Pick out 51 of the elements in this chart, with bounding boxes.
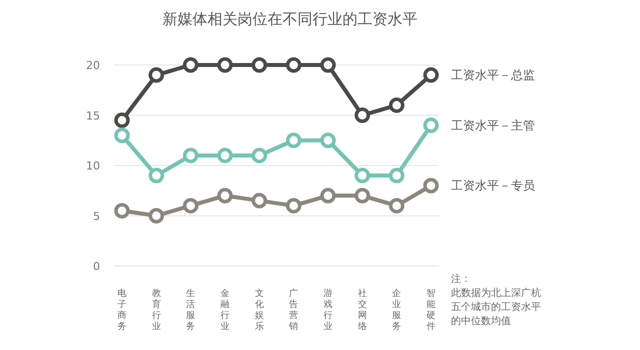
y-tick-label: 20 — [86, 59, 100, 72]
x-tick-label: 生活服务 — [186, 288, 196, 332]
point — [217, 188, 233, 204]
point — [354, 168, 370, 184]
point — [423, 118, 439, 134]
point — [423, 178, 439, 194]
x-tick-label: 教育行业 — [152, 288, 161, 332]
x-tick-label: 广告营销 — [288, 288, 298, 332]
point — [354, 108, 370, 123]
x-tick-label: 电子商务 — [118, 288, 126, 332]
point — [114, 112, 130, 128]
x-tick-label: 游戏行业 — [324, 288, 332, 332]
point — [388, 168, 404, 184]
point — [320, 188, 336, 204]
text: 此数据为北上深广杭五个城市的工资水平的中位数均值 — [451, 287, 541, 327]
x-tick-label: 文化娱乐 — [254, 288, 264, 332]
point — [388, 97, 404, 113]
point — [286, 57, 302, 73]
point — [217, 57, 233, 73]
x-tick-label: 社交网络 — [358, 288, 367, 332]
x-tick-label: 金融行业 — [220, 288, 230, 332]
point — [182, 57, 198, 73]
point — [148, 67, 164, 83]
series-label: 工资水平－主管 — [451, 118, 535, 132]
point — [423, 67, 439, 83]
point — [388, 198, 404, 214]
point — [182, 148, 198, 164]
point — [148, 208, 164, 224]
x-tick-label: 智能硬件 — [426, 288, 436, 332]
point — [286, 132, 302, 148]
point — [114, 202, 130, 218]
y-tick-label: 5 — [93, 210, 100, 223]
y-tick-label: 0 — [93, 260, 100, 273]
y-tick-label: 15 — [86, 109, 100, 122]
x-tick-label: 企业服务 — [392, 288, 402, 332]
point — [182, 198, 198, 214]
y-tick-label: 10 — [86, 160, 100, 172]
text: 注： — [451, 273, 471, 285]
point — [354, 188, 370, 204]
point — [148, 168, 164, 184]
series-label: 工资水平－总监 — [451, 68, 535, 82]
point — [217, 148, 233, 164]
point — [252, 192, 268, 208]
point — [252, 148, 268, 164]
point — [286, 198, 302, 214]
point — [252, 57, 268, 73]
series-label: 工资水平－专员 — [451, 178, 535, 193]
chart-title: 新媒体相关岗位在不同行业的工资水平 — [162, 10, 418, 28]
point — [320, 132, 336, 148]
point — [320, 57, 336, 73]
point — [114, 128, 130, 144]
